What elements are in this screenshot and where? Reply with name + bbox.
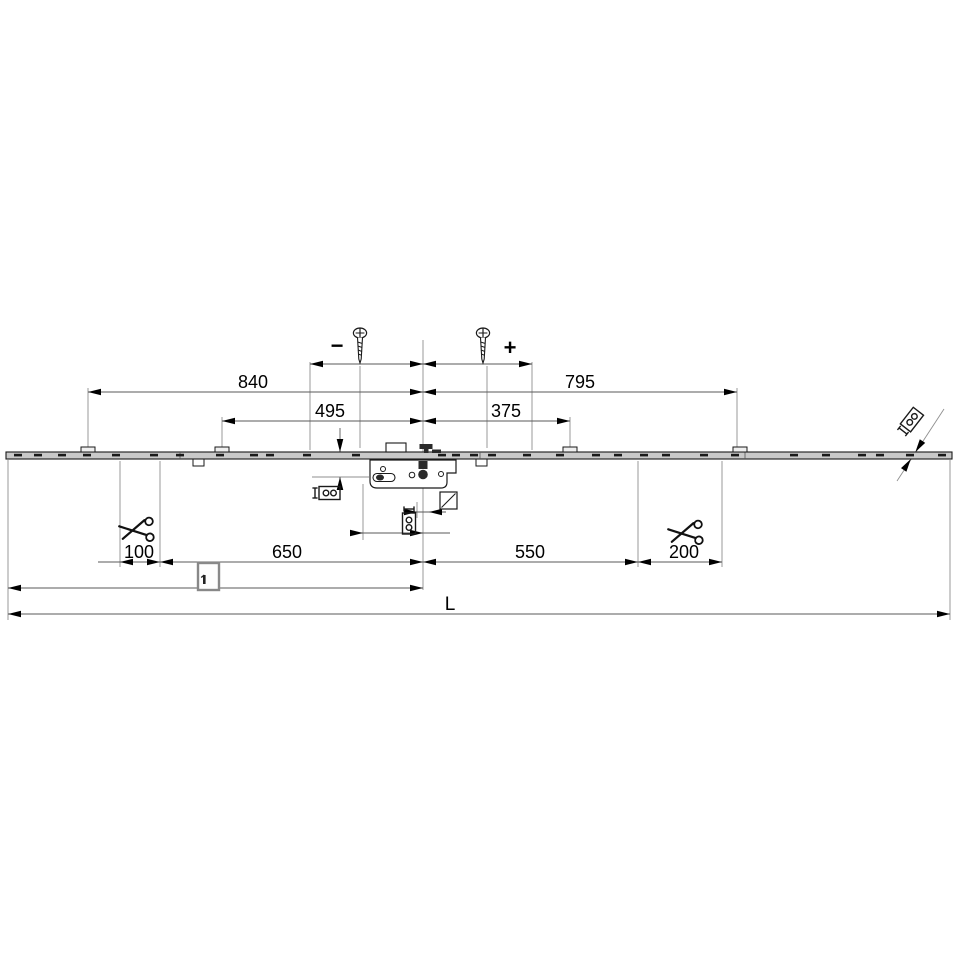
dim-total-length: L [445, 594, 456, 615]
cam-stop-icon [385, 442, 407, 453]
locking-cam-icons [80, 446, 748, 453]
rail-mark [938, 453, 946, 457]
rail-mark [790, 453, 798, 457]
rail-mark [822, 453, 830, 457]
rail-mark [34, 453, 42, 457]
minus-adjust-label: − [331, 333, 344, 358]
rail-mark [176, 453, 184, 457]
dimension-arrowheads [8, 360, 950, 618]
dim-375: 375 [491, 401, 521, 421]
mushroom-cam-icon [419, 444, 441, 453]
rail-mark [452, 453, 460, 457]
rail-mark [731, 453, 739, 457]
rail-mark [112, 453, 120, 457]
rail-mark [662, 453, 670, 457]
rail-mark [700, 453, 708, 457]
rail-mark [906, 453, 914, 457]
rail-mark [876, 453, 884, 457]
spindle-hole [418, 469, 428, 480]
dim-495: 495 [315, 401, 345, 421]
window-sash-marker-icon [196, 561, 221, 592]
cut-section-marker-icon [895, 406, 925, 438]
rail-mark [470, 453, 478, 457]
gearbox [369, 442, 457, 489]
striker-bracket-icons [192, 459, 488, 467]
rail-mark [250, 453, 258, 457]
rail-mark [488, 453, 496, 457]
dimension-lines [8, 363, 950, 615]
dim-650: 650 [272, 542, 302, 562]
rail-mark [640, 453, 648, 457]
square-spindle-icon [439, 491, 458, 510]
rail-mark [614, 453, 622, 457]
rail-mark [592, 453, 600, 457]
dim-200: 200 [669, 542, 699, 562]
rail-lock-components [14, 453, 946, 457]
rail-mark [858, 453, 866, 457]
extension-lines [7, 340, 951, 620]
rail-mark [150, 453, 158, 457]
spindle-hub [418, 461, 428, 469]
dim-550: 550 [515, 542, 545, 562]
dim-840: 840 [238, 372, 268, 392]
cut-section-marker-icon [311, 485, 341, 501]
rail-mark [303, 453, 311, 457]
rail-mark [14, 453, 22, 457]
rail-mark [523, 453, 531, 457]
plus-adjust-label: + [504, 335, 517, 360]
dim-795: 795 [565, 372, 595, 392]
rail-mark [556, 453, 564, 457]
rail-mark [352, 453, 360, 457]
screw-icon [352, 327, 368, 364]
rail-mark [266, 453, 274, 457]
rail-mark [58, 453, 66, 457]
handle-slot [372, 472, 396, 483]
rail-mark [216, 453, 224, 457]
screw-icon [475, 327, 491, 364]
dim-100: 100 [124, 542, 154, 562]
faceplate-rail [5, 446, 953, 467]
dimension-labels: − + 840 795 495 375 100 650 550 200 L [124, 333, 699, 615]
rail-mark [438, 453, 446, 457]
rail-mark [83, 453, 91, 457]
